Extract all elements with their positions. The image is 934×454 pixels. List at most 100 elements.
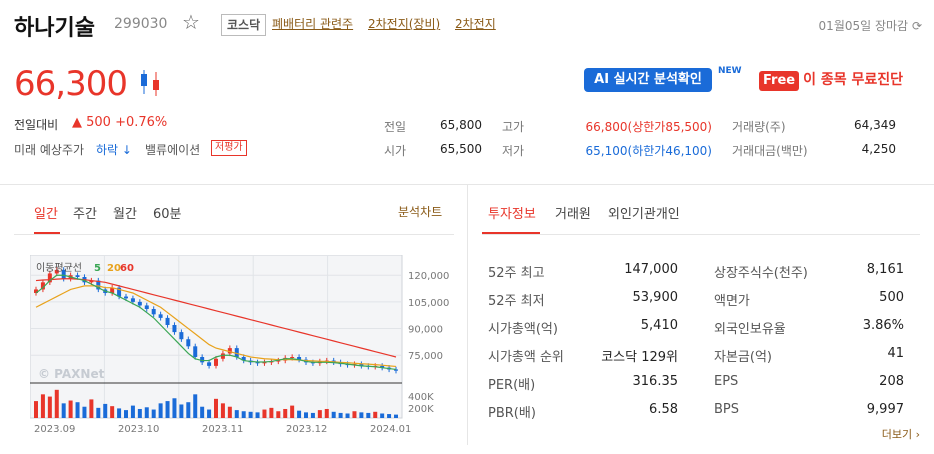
info-value: 316.35 [632, 374, 679, 389]
candle-body [207, 362, 212, 366]
tab-weekly[interactable]: 주간 [73, 207, 97, 222]
volume-bar [124, 410, 128, 418]
more-link[interactable]: 더보기 › [881, 428, 920, 441]
price-chart[interactable]: 이동평균선 5 20 60 © PAXNet 120,000 105,000 90,000 75… [30, 255, 455, 435]
candle-body [124, 296, 128, 299]
tab-foreign-institution[interactable]: 외인기관개인 [608, 207, 680, 222]
candle-body [193, 346, 198, 357]
volume-bar [283, 408, 288, 418]
volume-label: 거래량(주) [732, 120, 786, 134]
info-tabs-line [482, 234, 920, 235]
volume-bar [89, 399, 94, 418]
tab-brokers[interactable]: 거래원 [555, 207, 591, 222]
volume-bar [234, 410, 239, 418]
volume-bar [248, 411, 253, 418]
theme-link-battery-equipment[interactable]: 2차전지(장비) [368, 17, 441, 31]
info-value: 9,997 [866, 402, 904, 417]
info-value: 500 [879, 290, 904, 305]
info-label: PBR(배) [488, 406, 536, 421]
candle-body [220, 353, 225, 359]
free-badge: Free [759, 71, 800, 91]
candle-body [290, 357, 295, 358]
volume-bar [151, 409, 156, 418]
volume-bar [186, 402, 191, 418]
candle-body [241, 357, 246, 361]
candle-body [262, 362, 267, 364]
watermark: © PAXNet [38, 367, 105, 381]
tab-daily[interactable]: 일간 [34, 207, 58, 222]
volume-bar [220, 403, 225, 418]
candle-body [186, 339, 191, 347]
volume-bar [82, 406, 87, 418]
stock-code: 299030 [114, 16, 168, 32]
volume-bar [137, 408, 142, 418]
tab-monthly[interactable]: 월간 [113, 207, 137, 222]
candle-body [380, 365, 385, 368]
valuation-badge[interactable]: 저평가 [211, 140, 247, 156]
open-label: 시가 [384, 144, 407, 158]
ai-analysis-button[interactable]: AI 실시간 분석확인 [584, 68, 712, 92]
market-status: 01월05일 장마감 ⟳ [818, 19, 922, 33]
chart-tabs-line [14, 234, 454, 235]
favorite-star-icon[interactable]: ☆ [182, 10, 200, 34]
tab-60min[interactable]: 60분 [153, 207, 182, 222]
column-divider [467, 185, 468, 445]
info-label: 액면가 [714, 294, 750, 309]
volume-bar [193, 394, 198, 418]
theme-link-battery[interactable]: 2차전지 [455, 17, 496, 31]
legend-item: 20 [107, 263, 121, 274]
volume-value: 64,349 [854, 118, 896, 132]
volume-bar [387, 414, 392, 418]
open-value: 65,500 [440, 142, 482, 156]
candle-body [227, 348, 232, 354]
candle-body [96, 280, 101, 290]
price-change: ▲ 500 +0.76% [72, 115, 168, 130]
candle-body [47, 273, 52, 283]
info-label: 52주 최저 [488, 294, 545, 309]
info-label: 외국인보유율 [714, 322, 786, 337]
y-tick-label: 105,000 [408, 298, 449, 309]
volume-bar [103, 403, 108, 418]
info-label: 상장주식수(천주) [714, 266, 808, 281]
theme-link-battery-recycle[interactable]: 폐배터리 관련주 [272, 17, 354, 31]
info-label: BPS [714, 402, 740, 417]
amount-label: 거래대금(백만) [732, 144, 808, 158]
info-label: 52주 최고 [488, 266, 545, 281]
tab-investment-info[interactable]: 투자정보 [488, 207, 536, 222]
volume-bar [207, 409, 212, 418]
free-diagnosis-button[interactable]: Free 이 종목 무료진단 [759, 68, 903, 92]
y-tick-label: 75,000 [408, 351, 443, 362]
volume-bar [366, 412, 371, 418]
candle-body [151, 309, 156, 315]
current-price: 66,300 [14, 64, 128, 104]
candle-body [179, 332, 184, 340]
volume-bar [40, 394, 45, 418]
y-tick-label: 90,000 [408, 325, 443, 336]
info-value: 코스닥 129위 [601, 350, 678, 365]
candle-body [276, 360, 281, 362]
volume-bar [331, 411, 336, 418]
x-tick-label: 2023.12 [286, 424, 327, 435]
volume-bar [241, 411, 246, 418]
info-label: 자본금(억) [714, 350, 772, 365]
valuation-label: 밸류에이션 [145, 143, 201, 157]
candle-body [165, 317, 170, 325]
x-tick-label: 2023.10 [118, 424, 159, 435]
volume-bar [262, 409, 267, 418]
refresh-icon[interactable]: ⟳ [911, 19, 922, 33]
x-tick-label: 2023.09 [34, 424, 75, 435]
analysis-chart-link[interactable]: 분석차트 [398, 205, 443, 219]
volume-bar [338, 412, 343, 418]
candle-body [234, 348, 239, 357]
volume-bar [200, 406, 205, 418]
volume-bar [297, 410, 302, 418]
info-value: 6.58 [649, 402, 678, 417]
volume-bar [352, 411, 357, 418]
candle-body [117, 287, 122, 297]
prediction-value[interactable]: 하락 ↓ [96, 143, 132, 157]
amount-value: 4,250 [861, 142, 896, 156]
volume-bar [179, 404, 184, 418]
info-label: 시가총액(억) [488, 322, 558, 337]
candle-body [144, 305, 149, 309]
volume-bar [276, 411, 281, 418]
